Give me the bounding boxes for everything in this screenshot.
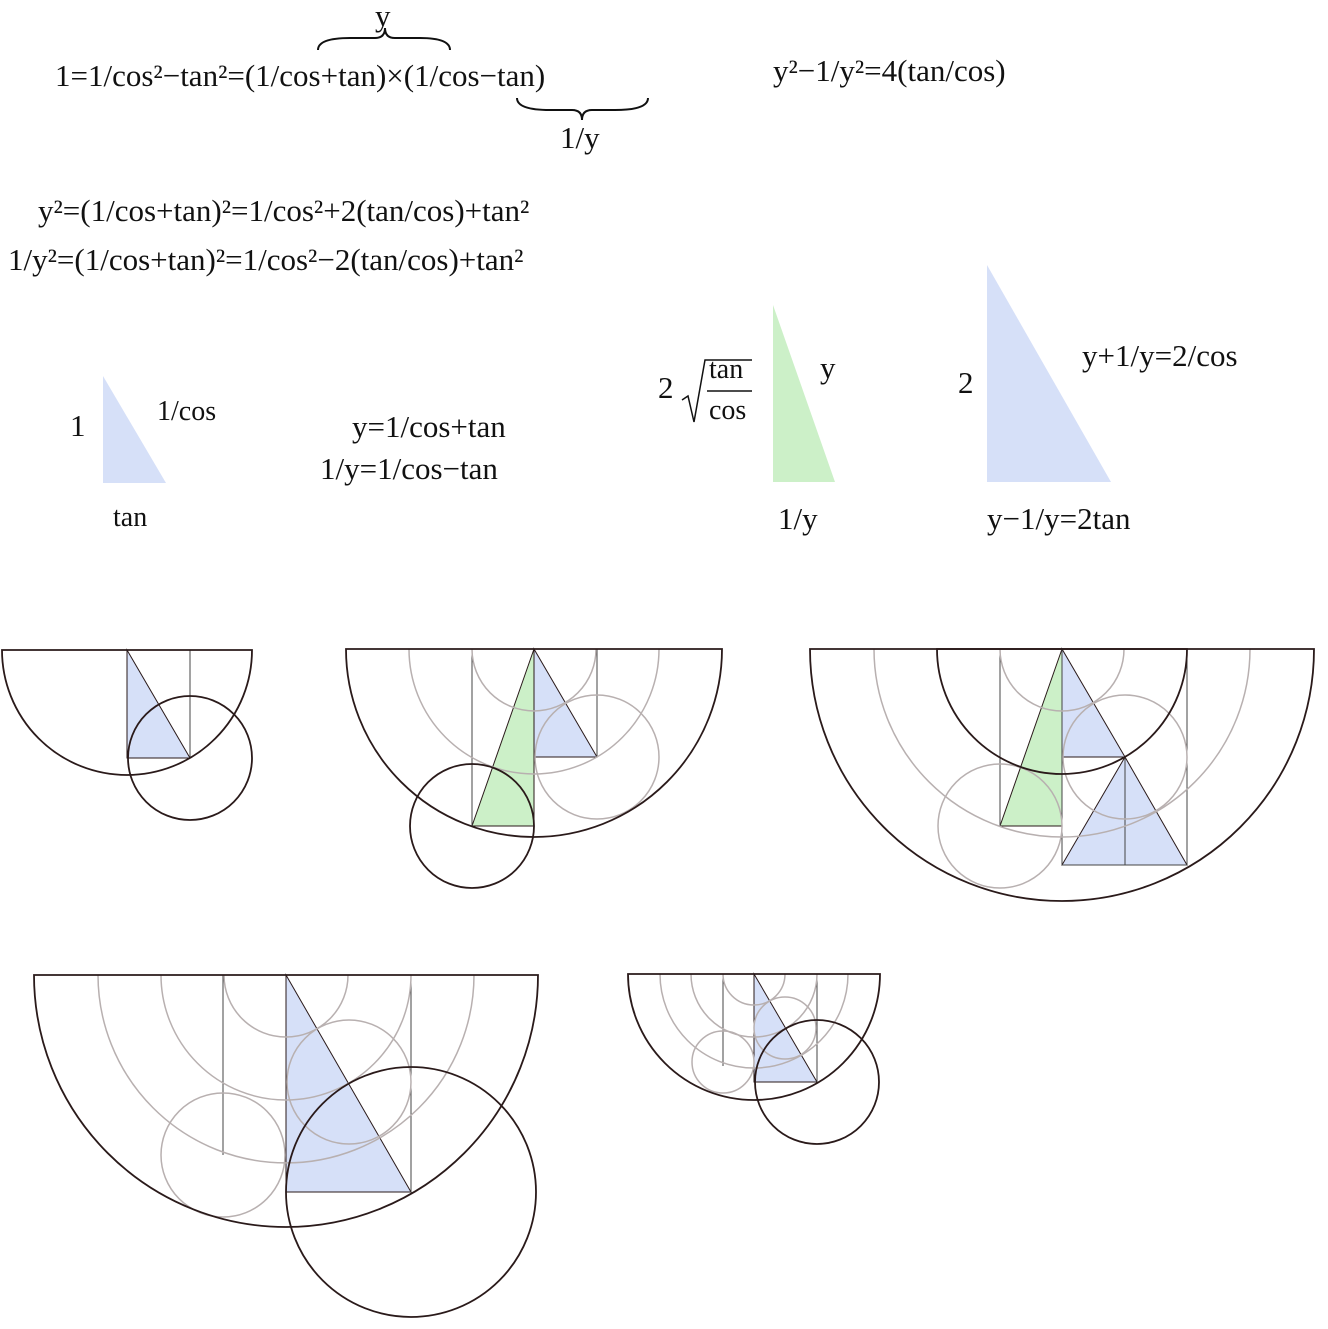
equation-identity: 1=1/cos²−tan²=(1/cos+tan)×(1/cos−tan) — [55, 58, 546, 93]
triangle-small — [103, 376, 166, 483]
fig1-semicircle — [1, 649, 253, 776]
fig3-gray-circle-left — [937, 763, 1063, 889]
fig5-gray-circle-left — [691, 1030, 755, 1094]
fig4-arc-outer — [97, 974, 475, 1164]
large-side-label: 2 — [958, 365, 974, 400]
fig3-inner-semicircle — [936, 648, 1188, 775]
brace-bottom-label: 1/y — [560, 120, 600, 155]
fig4-arc-small — [223, 974, 349, 1038]
fig4-arc-mid — [160, 974, 412, 1101]
small-base-label: tan — [113, 502, 148, 533]
fig3-arc-small — [999, 648, 1125, 712]
fig4-gray-circle-left — [160, 1092, 286, 1218]
fig3-arc-outer — [873, 648, 1251, 838]
fig2-gray-circle — [534, 694, 660, 820]
fig2-arc-small — [471, 648, 597, 712]
equation-inv-y-squared: 1/y²=(1/cos+tan)²=1/cos²−2(tan/cos)+tan² — [8, 242, 524, 277]
fig5-semicircle — [627, 973, 881, 1101]
equation-inv-y-def: 1/y=1/cos−tan — [320, 451, 498, 486]
fig5-gray-circle-right — [753, 996, 817, 1060]
fig5-arc-small — [722, 973, 786, 1006]
fig2-circle — [409, 763, 535, 889]
equation-y-def: y=1/cos+tan — [352, 409, 506, 444]
fig3-green-triangle — [999, 648, 1063, 827]
small-hyp-label: 1/cos — [157, 396, 217, 427]
triangle-large — [987, 265, 1111, 482]
fig2-arc-mid — [408, 648, 660, 775]
fig5-circle — [754, 1019, 880, 1145]
sqrt-sign — [681, 359, 752, 423]
large-hyp-label: y+1/y=2/cos — [1082, 338, 1238, 373]
brace-top-label: y — [375, 0, 391, 33]
small-side-label: 1 — [70, 408, 86, 443]
equation-difference: y²−1/y²=4(tan/cos) — [773, 53, 1006, 88]
fig5-arc-mid — [690, 973, 818, 1038]
fig4-circle — [285, 1066, 537, 1318]
fig3-semicircle — [809, 648, 1315, 902]
green-coef-label: 2 — [658, 370, 674, 405]
fig4-gray-circle-right — [286, 1019, 412, 1145]
large-base-label: y−1/y=2tan — [987, 501, 1131, 536]
green-num-label: tan — [709, 354, 744, 385]
fig1-circle — [127, 695, 253, 821]
fig3-gray-circle-right — [1062, 694, 1188, 820]
brace-top — [317, 27, 451, 51]
fig4-semicircle — [33, 974, 539, 1228]
green-base-label: 1/y — [778, 501, 818, 536]
green-den-label: cos — [709, 395, 747, 426]
fig2-semicircle — [345, 648, 723, 838]
fig2-green-triangle — [471, 648, 535, 827]
brace-bottom — [516, 97, 649, 121]
triangle-green — [773, 305, 835, 482]
green-hyp-label: y — [820, 350, 836, 385]
equation-y-squared: y²=(1/cos+tan)²=1/cos²+2(tan/cos)+tan² — [38, 193, 530, 228]
